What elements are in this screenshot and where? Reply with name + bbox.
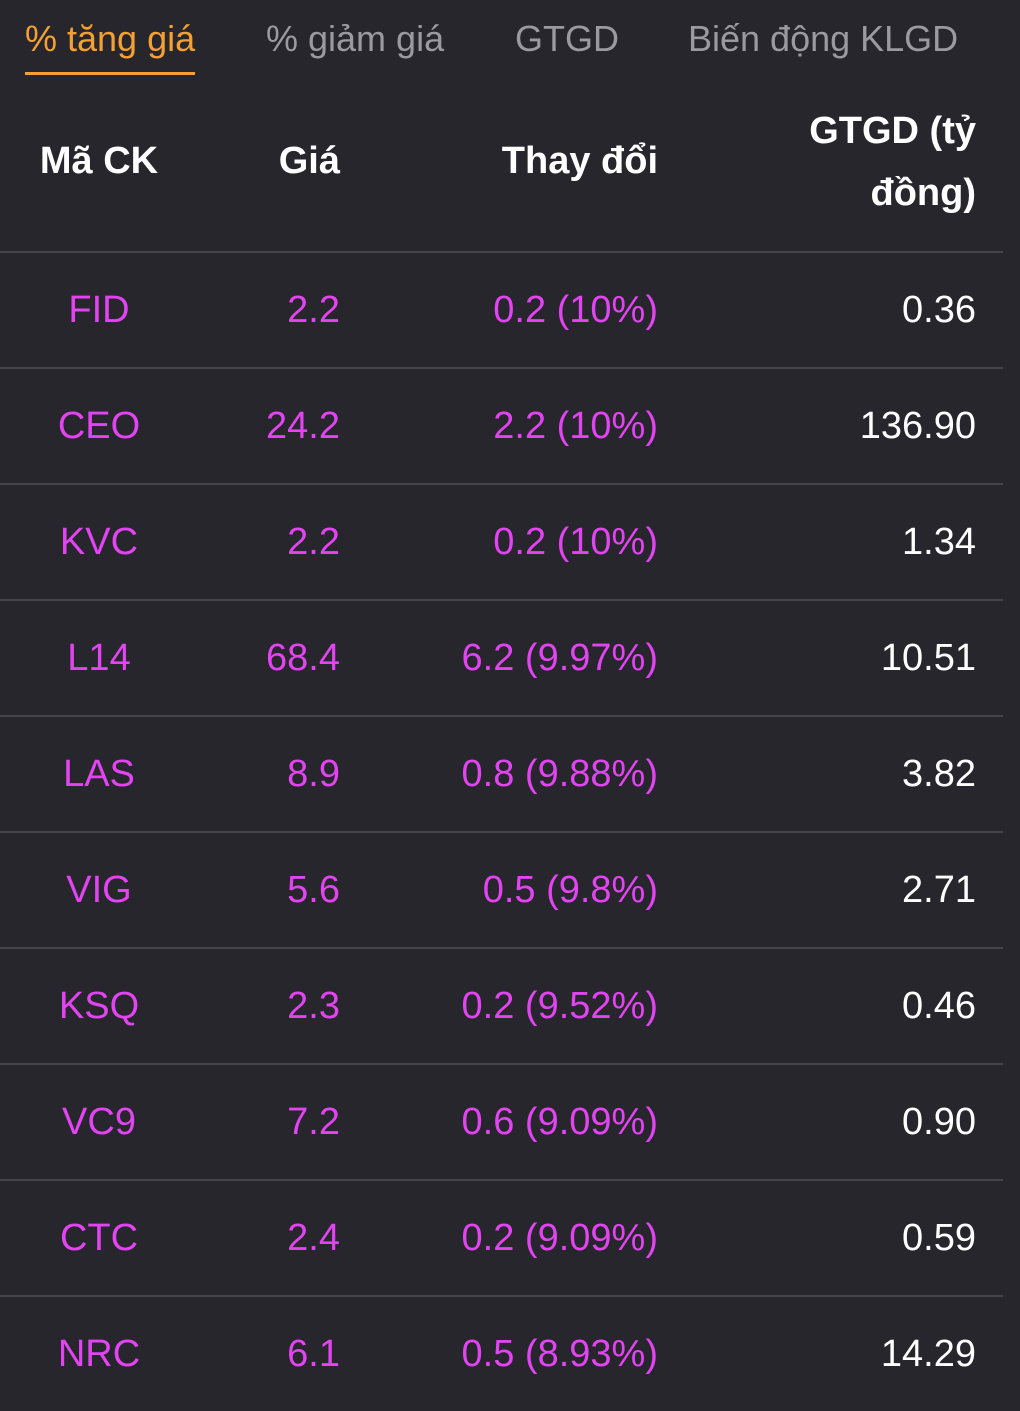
- row-divider: [0, 1063, 1003, 1065]
- trading-value: 2.71: [902, 869, 976, 911]
- header-price: Giá: [278, 140, 340, 182]
- tab-bar: % tăng giá % giảm giá GTGD Biến động KLG…: [0, 0, 1020, 90]
- stock-code: FID: [68, 289, 130, 331]
- stock-code: CTC: [59, 1217, 139, 1259]
- stock-price: 2.4: [287, 1217, 340, 1259]
- stock-price: 2.2: [287, 289, 340, 331]
- stock-price: 2.3: [287, 985, 340, 1027]
- stock-code: L14: [67, 637, 131, 679]
- stock-change: 0.2 (10%): [493, 289, 658, 331]
- tab-trading-value-label: GTGD: [515, 18, 619, 59]
- tab-top-losers-label: % giảm giá: [266, 18, 445, 59]
- trading-value: 0.59: [902, 1217, 976, 1259]
- stock-change: 0.6 (9.09%): [461, 1101, 658, 1143]
- stock-code: CEO: [57, 405, 141, 447]
- tab-top-gainers[interactable]: % tăng giá: [25, 18, 196, 75]
- stock-code: KVC: [59, 521, 139, 563]
- table-row[interactable]: FID 2.2 0.2 (10%) 0.36: [0, 253, 1020, 367]
- stock-price: 5.6: [287, 869, 340, 911]
- stock-code: LAS: [63, 753, 135, 795]
- table-row[interactable]: VIG 5.6 0.5 (9.8%) 2.71: [0, 833, 1020, 947]
- row-divider: [0, 483, 1003, 485]
- tab-top-gainers-label: % tăng giá: [25, 18, 196, 59]
- table-row[interactable]: NRC 6.1 0.5 (8.93%) 14.29: [0, 1297, 1020, 1411]
- table-header: Mã CK Giá Thay đổi GTGD (tỷ đồng): [0, 100, 1020, 252]
- stock-price: 8.9: [287, 753, 340, 795]
- table-row[interactable]: CEO 24.2 2.2 (10%) 136.90: [0, 369, 1020, 483]
- stock-price: 24.2: [266, 405, 340, 447]
- stock-change: 0.2 (9.52%): [461, 985, 658, 1027]
- stock-price: 2.2: [287, 521, 340, 563]
- stock-code: VIG: [66, 869, 132, 911]
- tab-trading-value[interactable]: GTGD: [515, 18, 619, 60]
- stock-price: 6.1: [287, 1333, 340, 1375]
- stock-price: 68.4: [266, 637, 340, 679]
- row-divider: [0, 1295, 1003, 1297]
- header-value-line1: GTGD (tỷ: [809, 110, 976, 152]
- trading-value: 0.46: [902, 985, 976, 1027]
- header-value-line2: đồng): [870, 172, 976, 214]
- header-change: Thay đổi: [501, 140, 658, 182]
- table-row[interactable]: CTC 2.4 0.2 (9.09%) 0.59: [0, 1181, 1020, 1295]
- trading-value: 0.36: [902, 289, 976, 331]
- header-divider: [0, 251, 1003, 253]
- trading-value: 3.82: [902, 753, 976, 795]
- stock-change: 0.2 (9.09%): [461, 1217, 658, 1259]
- stock-code: NRC: [57, 1333, 141, 1375]
- trading-value: 0.90: [902, 1101, 976, 1143]
- table-row[interactable]: L14 68.4 6.2 (9.97%) 10.51: [0, 601, 1020, 715]
- stock-price: 7.2: [287, 1101, 340, 1143]
- trading-value: 14.29: [880, 1333, 976, 1375]
- table-row[interactable]: KVC 2.2 0.2 (10%) 1.34: [0, 485, 1020, 599]
- row-divider: [0, 831, 1003, 833]
- trading-value: 10.51: [880, 637, 976, 679]
- row-divider: [0, 367, 1003, 369]
- stock-change: 0.5 (9.8%): [482, 869, 658, 911]
- tab-top-losers[interactable]: % giảm giá: [266, 18, 444, 60]
- row-divider: [0, 947, 1003, 949]
- stock-code: VC9: [62, 1101, 136, 1143]
- tab-volume-change[interactable]: Biến động KLGD: [688, 18, 958, 60]
- stock-change: 0.8 (9.88%): [461, 753, 658, 795]
- stock-code: KSQ: [58, 985, 140, 1027]
- row-divider: [0, 715, 1003, 717]
- stock-change: 0.2 (10%): [493, 521, 658, 563]
- stock-change: 2.2 (10%): [493, 405, 658, 447]
- table-row[interactable]: LAS 8.9 0.8 (9.88%) 3.82: [0, 717, 1020, 831]
- stock-change: 6.2 (9.97%): [461, 637, 658, 679]
- table-row[interactable]: KSQ 2.3 0.2 (9.52%) 0.46: [0, 949, 1020, 1063]
- active-tab-underline: [25, 72, 196, 75]
- trading-value: 136.90: [859, 405, 976, 447]
- trading-value: 1.34: [902, 521, 976, 563]
- stock-change: 0.5 (8.93%): [461, 1333, 658, 1375]
- row-divider: [0, 599, 1003, 601]
- table-row[interactable]: VC9 7.2 0.6 (9.09%) 0.90: [0, 1065, 1020, 1179]
- row-divider: [0, 1179, 1003, 1181]
- tab-volume-change-label: Biến động KLGD: [688, 18, 959, 59]
- header-code: Mã CK: [39, 140, 159, 182]
